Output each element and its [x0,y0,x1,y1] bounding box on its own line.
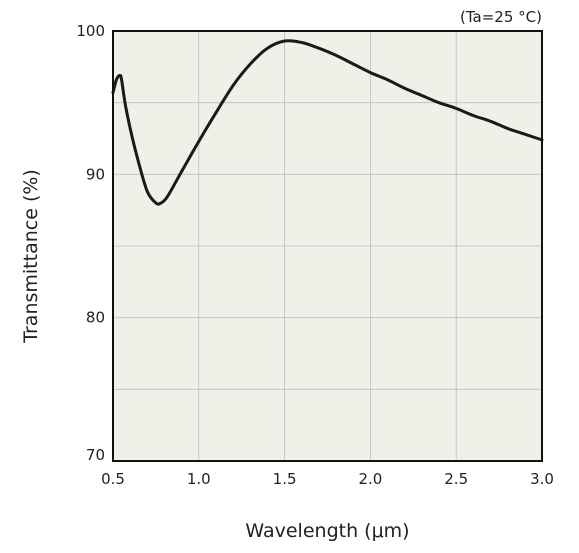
y-tick-labels: 70 80 90 100 [76,22,105,464]
y-tick-label: 80 [86,309,105,327]
y-tick-label: 100 [76,22,105,40]
x-tick-label: 2.5 [444,470,468,488]
x-tick-label: 1.5 [273,470,297,488]
x-tick-label: 3.0 [530,470,554,488]
y-tick-label: 90 [86,165,105,183]
x-axis-label: Wavelength (μm) [245,520,409,542]
x-tick-labels: 0.5 1.0 1.5 2.0 2.5 3.0 [101,470,554,488]
temperature-annotation: (Ta=25 °C) [460,8,542,26]
x-tick-label: 2.0 [358,470,382,488]
y-axis-label: Transmittance (%) [20,169,42,344]
x-tick-label: 1.0 [187,470,211,488]
y-tick-label: 70 [86,446,105,464]
x-tick-label: 0.5 [101,470,125,488]
transmittance-line [111,39,544,206]
plot-frame [112,30,543,462]
grid-lines [113,31,542,461]
